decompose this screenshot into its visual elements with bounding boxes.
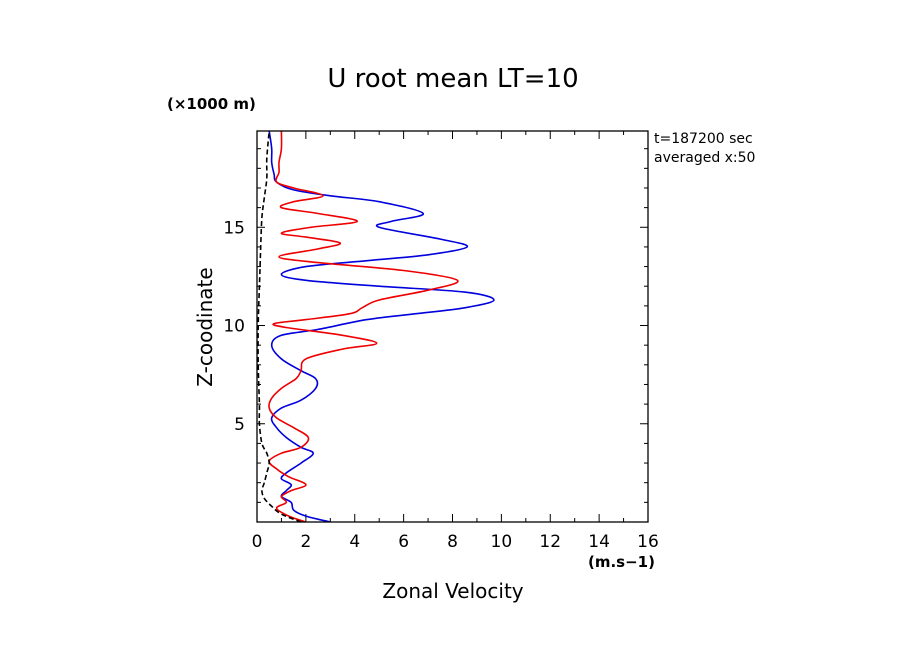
series-blue-line	[268, 131, 495, 522]
x-tick-label: 8	[447, 532, 458, 552]
annotation-time: t=187200 sec	[654, 131, 753, 147]
y-tick-label: 5	[234, 415, 245, 435]
x-tick-label: 14	[588, 532, 610, 552]
chart-title: U root mean LT=10	[327, 64, 578, 94]
x-axis-unit: (m.s−1)	[588, 553, 655, 571]
series-black-dashed-line	[257, 131, 302, 522]
y-tick-label: 10	[223, 317, 245, 337]
axis-ticks: 0 2 4 6 8 10 12 14 16 5 10 15	[223, 131, 659, 552]
y-axis-label: Z-coodinate	[193, 267, 217, 386]
y-tick-label: 15	[223, 218, 245, 238]
x-axis-label: Zonal Velocity	[382, 579, 523, 603]
series-layer	[257, 131, 495, 522]
x-tick-label: 12	[539, 532, 561, 552]
x-tick-label: 6	[398, 532, 409, 552]
plot-frame	[256, 130, 649, 523]
x-tick-label: 2	[300, 532, 311, 552]
x-tick-label: 16	[637, 532, 659, 552]
annotation-averaged: averaged x:50	[654, 150, 755, 166]
x-tick-label: 4	[349, 532, 360, 552]
x-tick-label: 10	[491, 532, 513, 552]
x-tick-label: 0	[252, 532, 263, 552]
series-red-line	[268, 131, 459, 522]
y-axis-unit: (×1000 m)	[167, 95, 256, 113]
